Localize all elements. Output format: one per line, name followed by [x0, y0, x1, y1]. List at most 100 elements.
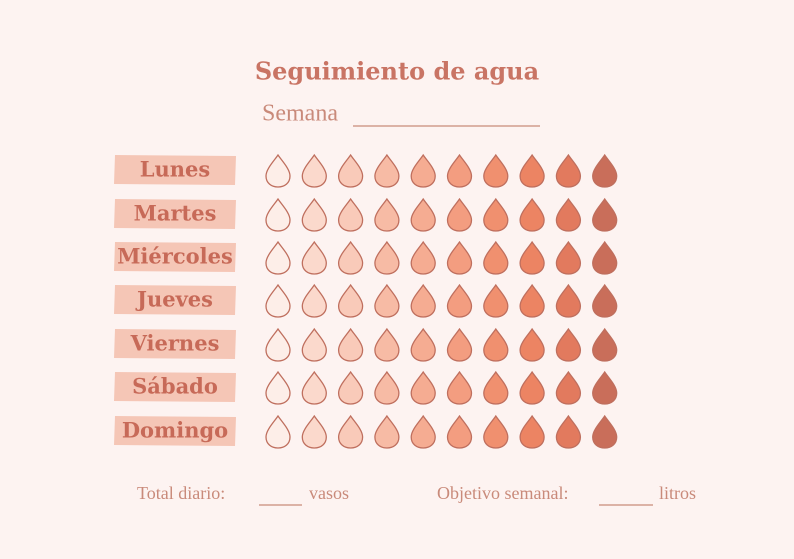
water-drop — [592, 370, 618, 405]
water-drop — [446, 414, 473, 449]
water-drop — [265, 370, 291, 405]
water-drop — [337, 240, 364, 275]
water-drop — [483, 197, 509, 232]
water-drop — [555, 153, 582, 188]
water-drop — [265, 283, 291, 318]
label-box — [114, 242, 236, 272]
water-drop — [483, 414, 509, 449]
day-row: Sábado — [114, 370, 618, 405]
water-drop — [410, 327, 436, 362]
water-drop — [519, 370, 545, 405]
water-drop — [410, 240, 436, 275]
water-drop — [592, 240, 618, 275]
water-drop — [301, 240, 327, 275]
water-drop — [301, 283, 327, 318]
water-drop — [374, 283, 400, 318]
title: Seguimiento de agua — [255, 57, 539, 86]
water-drop — [301, 327, 327, 362]
water-drop — [446, 240, 473, 275]
water-drop — [410, 370, 436, 405]
water-drop — [555, 414, 582, 449]
water-drop — [265, 153, 291, 188]
water-drop — [555, 370, 582, 405]
water-drop — [483, 153, 509, 188]
water-drop — [265, 327, 291, 362]
water-drop — [410, 197, 436, 232]
water-drop — [483, 327, 509, 362]
day-label: Martes — [134, 201, 217, 226]
label-box — [114, 329, 236, 359]
water-drop — [592, 327, 618, 362]
water-drop — [592, 283, 618, 318]
label-box — [114, 416, 236, 446]
water-drop — [374, 327, 400, 362]
label-box — [114, 199, 236, 229]
water-drop — [519, 153, 545, 188]
week-label: Semana — [262, 101, 338, 127]
water-drop — [555, 283, 582, 318]
water-drop — [555, 197, 582, 232]
day-row: Domingo — [114, 414, 618, 449]
water-drop — [483, 283, 509, 318]
water-drop — [519, 240, 545, 275]
day-label: Viernes — [130, 331, 220, 356]
water-drop — [374, 414, 400, 449]
day-row: Jueves — [114, 283, 618, 318]
day-label: Jueves — [135, 287, 213, 312]
weekly-unit: litros — [659, 483, 696, 503]
water-drop — [519, 283, 545, 318]
day-label: Domingo — [122, 418, 228, 443]
water-drop — [301, 414, 327, 449]
label-box — [114, 285, 236, 315]
water-drop — [483, 240, 509, 275]
water-drop — [446, 153, 473, 188]
water-drop — [519, 327, 545, 362]
water-drop — [555, 240, 582, 275]
weekly-label: Objetivo semanal: — [437, 483, 568, 503]
water-drop — [337, 370, 364, 405]
water-drop — [592, 153, 618, 188]
water-drop — [446, 197, 473, 232]
water-drop — [592, 414, 618, 449]
label-box — [114, 155, 236, 185]
water-drop — [483, 370, 509, 405]
water-drop — [337, 283, 364, 318]
day-row: Lunes — [114, 153, 618, 188]
daily-unit: vasos — [309, 483, 349, 503]
water-drop — [555, 327, 582, 362]
water-drop — [446, 327, 473, 362]
water-drop — [265, 197, 291, 232]
day-label: Miércoles — [117, 244, 233, 269]
water-drop — [337, 153, 364, 188]
water-drop — [337, 414, 364, 449]
water-drop — [410, 414, 436, 449]
label-box — [114, 372, 236, 402]
water-drop — [265, 240, 291, 275]
day-row: Miércoles — [114, 240, 618, 275]
water-drop — [374, 370, 400, 405]
day-label: Lunes — [140, 157, 211, 182]
day-label: Sábado — [132, 374, 218, 399]
day-rows: Lunes Martes Miércoles Jueves Viernes Sábado D… — [114, 153, 618, 449]
water-drop — [301, 370, 327, 405]
day-row: Viernes — [114, 327, 618, 362]
water-drop — [410, 153, 436, 188]
water-drop — [374, 240, 400, 275]
water-drop — [410, 283, 436, 318]
water-drop — [265, 414, 291, 449]
water-drop — [519, 414, 545, 449]
water-drop — [446, 283, 473, 318]
water-drop — [337, 327, 364, 362]
water-drop — [446, 370, 473, 405]
water-drop — [337, 197, 364, 232]
water-drop — [592, 197, 618, 232]
water-drop — [301, 197, 327, 232]
daily-label: Total diario: — [137, 483, 225, 503]
water-drop — [301, 153, 327, 188]
water-drop — [374, 153, 400, 188]
water-drop — [374, 197, 400, 232]
day-row: Martes — [114, 197, 618, 232]
water-drop — [519, 197, 545, 232]
